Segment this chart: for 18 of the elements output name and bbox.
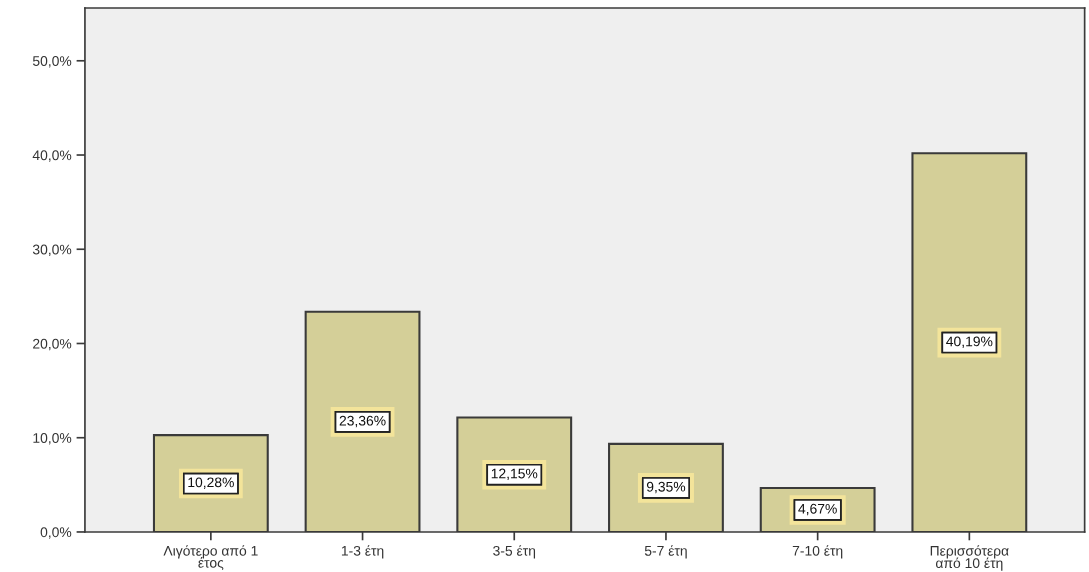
data-label: 9,35% [646, 481, 686, 494]
data-label: 12,15% [491, 468, 538, 481]
y-tick-label: 20,0% [33, 338, 72, 351]
x-tick-label: Λιγότερο από 1 έτος [163, 545, 258, 570]
data-label: 40,19% [946, 336, 993, 348]
data-label: 23,36% [339, 415, 386, 428]
y-tick-label: 30,0% [32, 244, 72, 257]
y-tick-label: 50,0% [32, 56, 72, 68]
y-tick-label: 0,0% [40, 527, 72, 539]
data-label: 4,67% [798, 503, 837, 516]
x-tick-label: 5-7 έτη [644, 545, 687, 559]
data-label: 10,28% [188, 477, 234, 489]
x-tick-label: 1-3 έτη [341, 545, 384, 559]
x-tick-label: 3-5 έτη [493, 545, 536, 559]
y-tick-label: 40,0% [32, 150, 72, 162]
x-tick-label: 7-10 έτη [792, 545, 843, 559]
x-tick-label: Περισσότερα από 10 έτη [930, 545, 1009, 571]
y-tick-label: 10,0% [33, 433, 72, 445]
